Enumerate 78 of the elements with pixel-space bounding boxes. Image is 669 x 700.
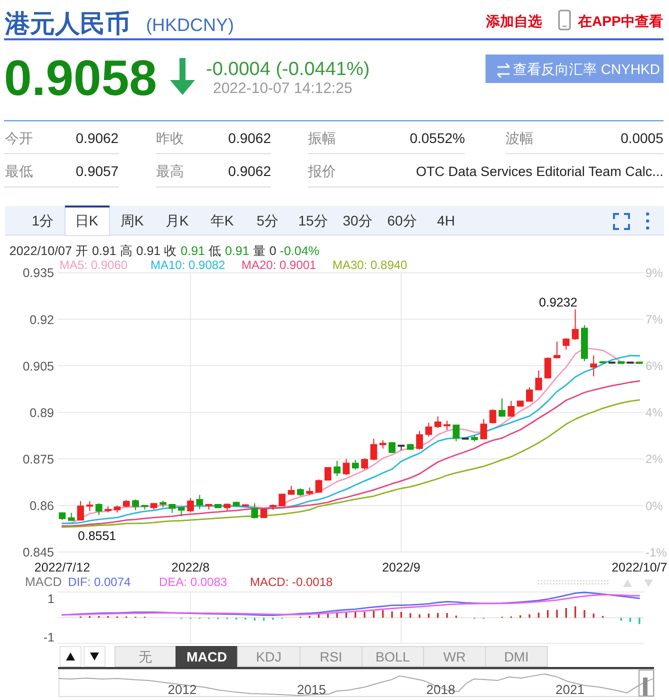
x-tick-label: 2022/10/7 [612,560,668,574]
text: 周K [120,212,144,228]
y2-tick-label: -1% [646,545,668,560]
text: BOLL [376,650,411,664]
text: 月K [165,212,190,228]
text: 0.9062 [228,163,272,179]
text: 在APP中查看 [577,13,663,29]
text: 5分 [256,212,278,228]
text: 开 [75,244,88,258]
x-tick-label: 2021 [556,682,584,697]
text: 0.91 [224,244,250,258]
y-tick-label: 0.89 [30,406,54,420]
text: 昨收 [156,130,184,146]
y-tick-label: 1 [48,592,55,606]
text: 0.9062 [228,130,272,146]
text: -0.0004 (-0.0441%) [206,59,370,80]
text: 0.0005 [620,130,664,146]
text: 0.91 [136,244,161,258]
text: 2022-10-07 14:12:25 [213,80,352,97]
text: 查看反向汇率 CNYHKD [513,61,660,77]
y-tick-label: 0.935 [22,266,54,280]
text: OTC Data Services Editorial Team Calc... [416,164,664,179]
text: 4H [437,212,455,228]
annotation: 0.9232 [539,295,578,310]
y2-tick-label: 9% [646,266,664,280]
x-tick-label: 2022/7/12 [34,560,90,574]
text: 1分 [32,212,54,228]
x-tick-label: 2022/9 [382,560,420,574]
text: 高 [120,243,133,258]
text: 最低 [5,163,33,179]
text: 收 [164,244,178,258]
x-tick-label: 2018 [426,682,456,697]
chart-title: MACD [25,575,62,589]
y2-tick-label: 4% [646,406,664,420]
text: 今开 [5,130,33,146]
text: 0 [269,244,276,258]
annotation: 0.8551 [78,529,116,544]
text: 0.9057 [76,163,119,179]
text: 15分 [298,212,328,228]
text: RSI [320,650,342,664]
text: 报价 [307,163,336,179]
text: 年K [210,212,234,228]
y-tick-label: 0.875 [22,452,54,466]
text: 0.91 [180,244,206,258]
y-tick-label: -1 [43,630,55,644]
x-tick-label: 2012 [168,682,197,697]
text: 低 [208,244,222,258]
text: (HKDCNY) [146,15,234,35]
text: 0.9062 [76,130,119,146]
text: WR [443,650,466,664]
y-tick-label: 0.92 [30,312,54,327]
text: 0.0552% [410,130,465,146]
y2-tick-label: 7% [646,312,664,327]
text: 30分 [342,212,372,228]
text: 无 [138,650,152,664]
text: 日K [74,212,99,228]
text: 港元人民币 [4,10,130,38]
text: DMI [504,650,529,664]
text: -0.04% [280,244,320,258]
text: 60分 [387,212,417,228]
x-tick-label: 2022/8 [171,560,210,574]
text: 最高 [156,163,184,179]
y2-tick-label: 0% [646,498,664,513]
text: 0.9058 [4,50,157,106]
y-tick-label: 0.845 [22,546,54,560]
text: 0.91 [92,244,116,258]
y-tick-label: 0.905 [22,359,54,374]
text: 2022/10/07 [9,244,72,258]
y2-tick-label: 6% [646,359,664,374]
text: MACD [186,650,228,664]
text: 量 [252,244,266,258]
text: 振幅 [308,130,336,146]
text: 波幅 [506,130,534,146]
text: 添加自选 [485,13,542,29]
y2-tick-label: 2% [646,452,664,466]
x-tick-label: 2015 [297,682,326,697]
y-tick-label: 0.86 [30,498,54,513]
text: KDJ [256,650,282,664]
